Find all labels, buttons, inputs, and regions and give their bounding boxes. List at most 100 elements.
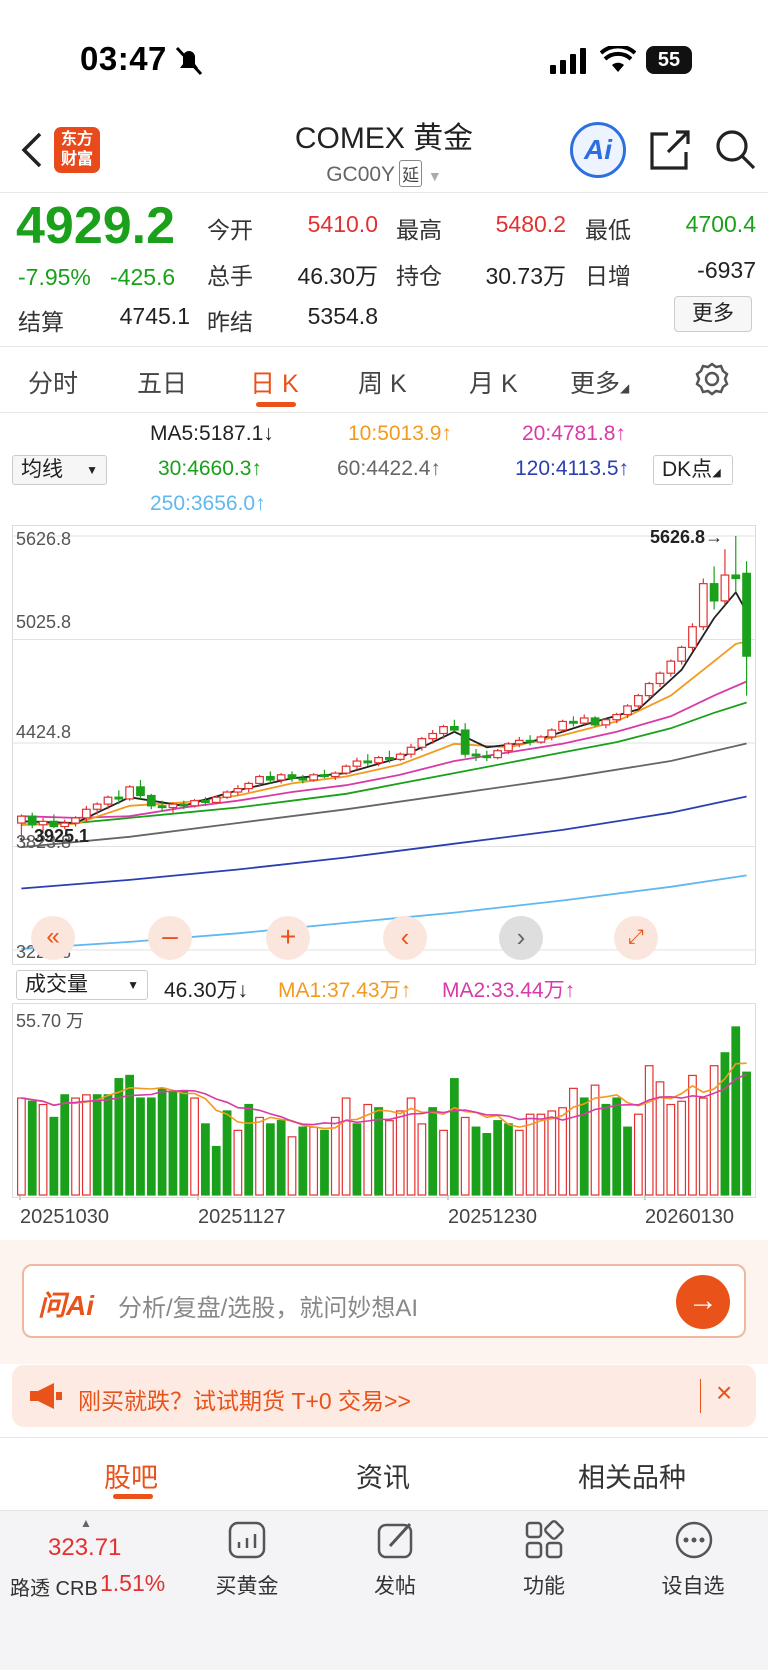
volume-bar [320, 1129, 329, 1196]
fullscreen-icon[interactable]: ⤢ [614, 916, 658, 960]
dk-point-button[interactable]: DK点◢ [653, 455, 733, 485]
volume-ma2-line [21, 1073, 747, 1126]
tab-more[interactable]: 更多◢ [570, 364, 629, 400]
dock-add-watch-label[interactable]: 设自选 [661, 1575, 725, 1598]
candle-body [233, 788, 243, 793]
candle-body [536, 736, 546, 743]
volume-bar [417, 1123, 427, 1196]
candle-body [547, 729, 557, 738]
candle-body [374, 757, 383, 764]
dock-post-label[interactable]: 发帖 [374, 1575, 416, 1598]
volume-bar [406, 1097, 416, 1196]
candle-body [731, 574, 741, 580]
candle-body [49, 820, 59, 828]
tab-intraday[interactable]: 分时 [28, 370, 79, 398]
volume-max-label: 55.70 万 [16, 1011, 85, 1031]
scroll-left-icon[interactable]: ‹ [383, 916, 427, 960]
volume-bar [114, 1078, 124, 1196]
tab-monthly-k[interactable]: 月 K [469, 370, 518, 398]
zoom-out-icon[interactable]: – [148, 916, 192, 960]
volume-bar [71, 1097, 80, 1196]
max-price-marker: 5626.8→ [650, 527, 724, 547]
more-icon[interactable] [674, 1520, 714, 1560]
instrument-code-row[interactable]: GC00Y 延 ▼ [0, 160, 768, 187]
close-icon[interactable]: × [716, 1377, 733, 1408]
ask-submit-arrow-icon[interactable]: → [676, 1275, 730, 1329]
volume-bar [352, 1123, 362, 1196]
candle-body [103, 796, 113, 805]
volume-bar [460, 1116, 470, 1196]
kline-chart[interactable] [0, 0, 768, 1200]
bottom-tabs-top-divider [0, 1437, 768, 1438]
volume-bar [666, 1103, 676, 1196]
candle-body [666, 660, 676, 674]
crb-index-percent: 1.51% [100, 1570, 166, 1596]
volume-bar [233, 1129, 243, 1196]
rewind-icon[interactable]: « [31, 916, 75, 960]
candle-body [417, 738, 427, 748]
open-interest-value: 30.73万 [485, 263, 566, 289]
tab-daily-k[interactable]: 日 K [250, 370, 299, 398]
candle-body [644, 682, 654, 697]
tab-related[interactable]: 相关品种 [578, 1463, 686, 1493]
candle-body [363, 760, 373, 764]
dropdown-caret-icon: ▼ [427, 168, 442, 184]
candle-body [125, 786, 135, 800]
tab-weekly-k[interactable]: 周 K [358, 370, 407, 398]
chart-icon[interactable] [227, 1520, 267, 1560]
candle-body [504, 743, 513, 752]
candle-body [514, 739, 524, 745]
promo-banner[interactable]: 刚买就跌？试试期货 T+0 交易>> × [12, 1365, 756, 1427]
volume-bar [731, 1026, 741, 1196]
high-label: 最高 [396, 217, 442, 243]
volume-bar [644, 1065, 654, 1196]
select-caret-icon: ▼ [127, 978, 139, 992]
candle-body [352, 760, 362, 767]
settings-gear-icon[interactable] [695, 362, 729, 396]
candle-body [157, 805, 167, 809]
volume-bar [720, 1052, 730, 1196]
volume-value: 46.30万 [297, 263, 378, 289]
candle-body [590, 717, 600, 726]
dock-buy-gold-label[interactable]: 买黄金 [215, 1575, 279, 1598]
candle-body [428, 732, 438, 740]
candle-body [244, 782, 254, 790]
date-label-2: 20251127 [198, 1206, 286, 1228]
daily-increase-label: 日增 [585, 263, 631, 289]
change-percent: -7.95% [18, 264, 91, 290]
ai-assistant-button[interactable]: Ai [570, 122, 626, 178]
kline-frame [12, 525, 756, 965]
crb-index-value[interactable]: 323.71 [48, 1534, 122, 1561]
candle-body [222, 791, 232, 798]
volume-bar [536, 1113, 546, 1196]
tab-five-day[interactable]: 五日 [137, 370, 188, 398]
tab-news[interactable]: 资讯 [356, 1463, 410, 1493]
wifi-icon [600, 46, 636, 72]
back-chevron-icon[interactable] [18, 130, 44, 170]
volume-bar [633, 1113, 643, 1196]
volume-bar [92, 1094, 102, 1196]
zoom-in-icon[interactable]: + [266, 916, 310, 960]
search-icon[interactable] [714, 128, 758, 172]
instrument-title: COMEX 黄金 [294, 122, 474, 155]
ask-ai-input[interactable]: 问Ai 分析/复盘/选股，就问妙想AI → [22, 1264, 746, 1338]
volume-bar [255, 1116, 264, 1196]
volume-bar [623, 1126, 632, 1196]
edit-icon[interactable] [376, 1520, 416, 1560]
volume-bar [395, 1110, 405, 1196]
share-icon[interactable] [648, 128, 692, 172]
more-fields-button[interactable]: 更多 [674, 296, 752, 332]
scroll-right-icon[interactable]: › [499, 916, 543, 960]
volume-frame [12, 1003, 756, 1198]
high-value: 5480.2 [495, 211, 566, 237]
bottom-dock [0, 1510, 768, 1670]
indicator-selector[interactable]: 均线 ▼ [12, 455, 107, 485]
sub-indicator-selector[interactable]: 成交量 ▼ [16, 970, 148, 1000]
grid-icon[interactable] [524, 1520, 564, 1560]
volume-bar [601, 1103, 611, 1196]
candle-body [525, 739, 535, 743]
dock-features-label[interactable]: 功能 [523, 1575, 565, 1598]
candle-body [92, 803, 102, 810]
tab-forum[interactable]: 股吧 [104, 1463, 158, 1493]
up-caret-icon: ▲ [80, 1516, 92, 1530]
